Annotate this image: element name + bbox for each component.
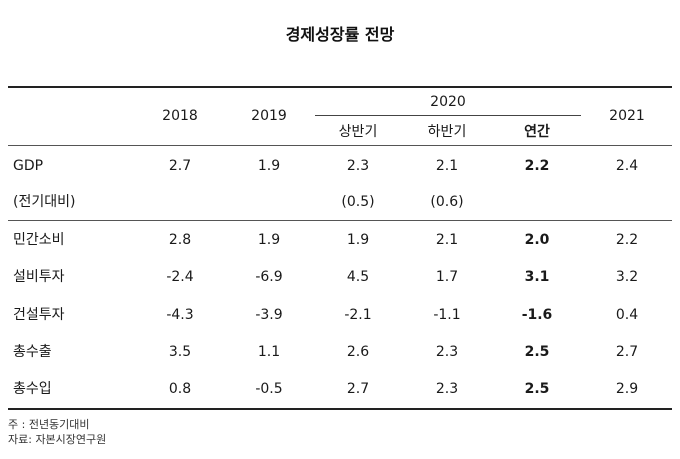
cell-2020-annual: 3.1: [524, 269, 550, 285]
cell-2019: 1.1: [257, 344, 281, 360]
cell-2020-h2: 2.1: [435, 158, 459, 174]
table-source: 자료: 자본시장연구원: [8, 433, 107, 446]
cell-2020-h2: 2.3: [435, 381, 459, 397]
header-2021: 2021: [609, 108, 645, 124]
cell-2021: 2.9: [615, 381, 639, 397]
cell-2020-annual: -1.6: [521, 307, 553, 323]
cell-2020-h1: 1.9: [346, 232, 370, 248]
header-2020: 2020: [430, 94, 466, 110]
header-2019: 2019: [251, 108, 287, 124]
cell-2020-annual: 2.2: [524, 158, 550, 174]
cell-2018: 2.8: [168, 232, 192, 248]
cell-2019: 1.9: [257, 232, 281, 248]
header-2018: 2018: [162, 108, 198, 124]
cell-2020-h1: 2.3: [346, 158, 370, 174]
row-label: 총수출: [13, 344, 52, 360]
row-label: 총수입: [13, 381, 52, 397]
cell-2021: 2.7: [615, 344, 639, 360]
cell-2020-h2: 1.7: [435, 269, 459, 285]
cell-2020-annual: 2.5: [524, 344, 550, 360]
cell-2020-annual: 2.5: [524, 381, 550, 397]
cell-2020-h2: (0.6): [430, 194, 464, 210]
gdp-block-rule: [8, 220, 672, 221]
cell-2021: 3.2: [615, 269, 639, 285]
header-2020-annual: 연간: [524, 124, 550, 140]
cell-2020-h1: 4.5: [346, 269, 370, 285]
cell-2018: 0.8: [168, 381, 192, 397]
cell-2018: 2.7: [168, 158, 192, 174]
cell-2018: -2.4: [166, 269, 194, 285]
header-bottom-rule: [8, 145, 672, 146]
header-2020-h2: 하반기: [427, 124, 467, 140]
table-bottom-rule: [8, 408, 672, 410]
cell-2020-h2: 2.1: [435, 232, 459, 248]
cell-2018: 3.5: [168, 344, 192, 360]
cell-2019: -6.9: [255, 269, 283, 285]
table-top-rule: [8, 86, 672, 88]
page-title: 경제성장률 전망: [285, 25, 395, 44]
cell-2020-annual: 2.0: [524, 232, 550, 248]
row-label: 건설투자: [13, 307, 65, 323]
cell-2019: -0.5: [255, 381, 283, 397]
cell-2020-h1: -2.1: [344, 307, 372, 323]
row-label: 민간소비: [13, 232, 65, 248]
cell-2021: 0.4: [615, 307, 639, 323]
cell-2020-h2: -1.1: [433, 307, 461, 323]
cell-2020-h2: 2.3: [435, 344, 459, 360]
row-label: GDP: [13, 158, 44, 174]
row-label: (전기대비): [13, 194, 76, 210]
cell-2019: 1.9: [257, 158, 281, 174]
cell-2020-h1: 2.7: [346, 381, 370, 397]
cell-2021: 2.4: [615, 158, 639, 174]
header-2020-h1: 상반기: [338, 124, 378, 140]
cell-2019: -3.9: [255, 307, 283, 323]
row-label: 설비투자: [13, 269, 65, 285]
cell-2021: 2.2: [615, 232, 639, 248]
cell-2018: -4.3: [166, 307, 194, 323]
header-2020-underline: [315, 115, 581, 116]
cell-2020-h1: (0.5): [341, 194, 375, 210]
table-note: 주 : 전년동기대비: [8, 418, 90, 431]
cell-2020-h1: 2.6: [346, 344, 370, 360]
